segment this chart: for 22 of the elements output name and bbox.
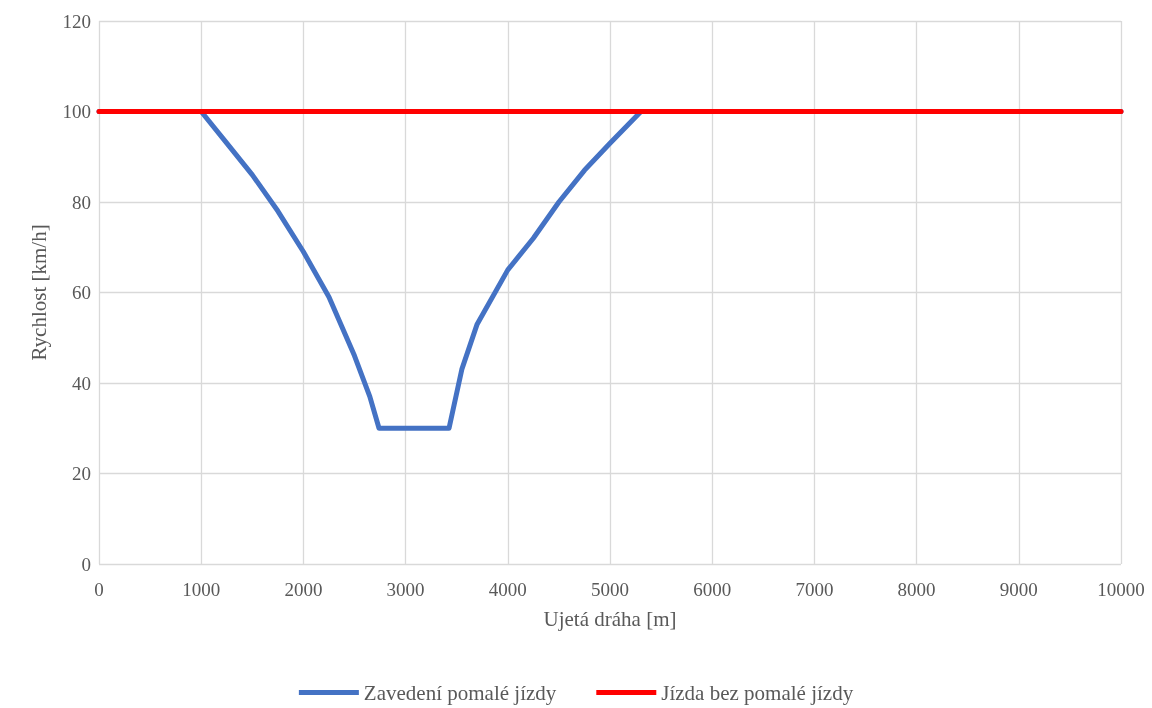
y-tick-label: 0 <box>81 553 91 575</box>
y-tick-label: 20 <box>72 463 91 484</box>
y-tick-label: 120 <box>62 10 91 32</box>
x-tick-label: 2000 <box>284 579 323 600</box>
x-tick-label: 8000 <box>897 579 936 600</box>
x-tick-label: 7000 <box>795 579 834 600</box>
x-tick-label: 1000 <box>182 579 221 600</box>
x-tick-label: 5000 <box>591 579 629 600</box>
legend-label: Jízda bez pomalé jízdy <box>661 680 854 705</box>
y-tick-label: 60 <box>72 282 91 303</box>
x-axis-title: Ujetá dráha [m] <box>543 606 677 631</box>
y-tick-label: 80 <box>72 191 91 213</box>
x-tick-label: 3000 <box>386 579 425 600</box>
x-tick-label: 6000 <box>693 579 732 600</box>
x-tick-label: 4000 <box>488 579 527 600</box>
x-tick-label: 0 <box>94 579 104 600</box>
legend-label: Zavedení pomalé jízdy <box>363 680 557 705</box>
x-tick-label: 9000 <box>999 579 1038 600</box>
y-tick-label: 100 <box>62 101 91 122</box>
y-axis-title: Rychlost [km/h] <box>26 224 51 361</box>
x-tick-label: 10000 <box>1097 579 1145 600</box>
y-tick-label: 40 <box>72 372 91 394</box>
